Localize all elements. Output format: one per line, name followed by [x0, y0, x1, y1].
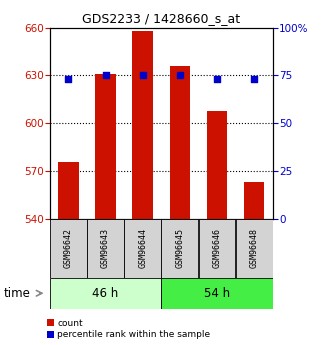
Bar: [50, 278, 161, 309]
Text: 46 h: 46 h: [92, 287, 119, 300]
Bar: [87, 219, 124, 278]
Bar: [133, 31, 153, 219]
Bar: [161, 219, 198, 278]
Point: [140, 73, 145, 78]
Text: GSM96646: GSM96646: [213, 228, 221, 268]
Text: 54 h: 54 h: [204, 287, 230, 300]
Text: time: time: [3, 287, 30, 300]
Point: [66, 77, 71, 82]
Point: [252, 77, 257, 82]
Point: [214, 77, 220, 82]
Text: GSM96648: GSM96648: [250, 228, 259, 268]
Text: GSM96644: GSM96644: [138, 228, 147, 268]
Point: [103, 73, 108, 78]
Bar: [50, 219, 87, 278]
Bar: [124, 219, 161, 278]
Bar: [161, 278, 273, 309]
Text: GSM96645: GSM96645: [175, 228, 184, 268]
Bar: [199, 219, 236, 278]
Bar: [95, 74, 116, 219]
Legend: count, percentile rank within the sample: count, percentile rank within the sample: [43, 315, 214, 343]
Bar: [58, 162, 79, 219]
Title: GDS2233 / 1428660_s_at: GDS2233 / 1428660_s_at: [82, 12, 240, 25]
Bar: [170, 66, 190, 219]
Text: GSM96642: GSM96642: [64, 228, 73, 268]
Text: GSM96643: GSM96643: [101, 228, 110, 268]
Point: [177, 73, 182, 78]
Bar: [207, 111, 227, 219]
Bar: [244, 183, 265, 219]
Bar: [236, 219, 273, 278]
